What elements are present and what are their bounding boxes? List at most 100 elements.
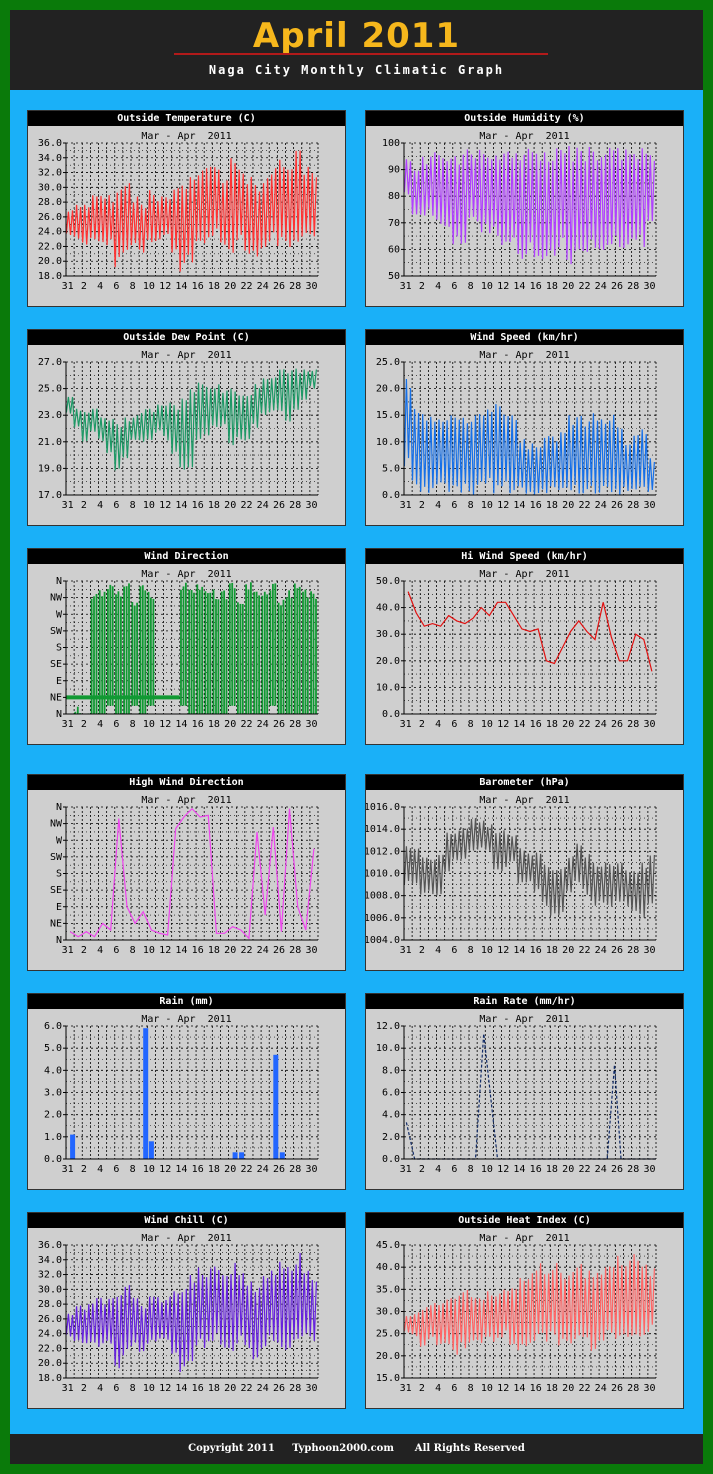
x-tick-label: 30: [305, 1383, 317, 1394]
chart-subtitle: Mar - Apr 2011: [141, 795, 232, 806]
y-tick-label: 50.0: [376, 576, 400, 587]
y-tick-label: 4.0: [44, 1065, 62, 1076]
y-tick-label: 1014.0: [366, 824, 400, 835]
x-tick-label: 2: [419, 281, 425, 292]
chart-hi-wind-speed: 0.010.020.030.040.050.031 2 4 6 8 10 12 14 16 18 2…: [376, 576, 657, 730]
y-tick-label: NW: [50, 593, 63, 604]
rain-bar: [273, 1054, 279, 1159]
x-tick-label: 6: [451, 281, 457, 292]
chart-subtitle: Mar - Apr 2011: [141, 131, 232, 142]
x-tick-label: 22: [578, 945, 590, 956]
x-tick-label: 8: [130, 500, 136, 511]
data-series-line: [65, 1252, 317, 1373]
x-tick-label: 10: [143, 945, 155, 956]
x-tick-label: 12: [159, 281, 171, 292]
y-tick-label: 4.0: [382, 1110, 400, 1121]
y-tick-label: 5.0: [382, 463, 400, 474]
x-tick-label: 10: [481, 1383, 493, 1394]
x-tick-label: 24: [257, 945, 269, 956]
x-tick-label: 28: [627, 1164, 639, 1175]
chart-panel-high-wind-direction: High Wind Direction Mar - Apr 2011 N NE E S…: [27, 774, 346, 971]
y-tick-label: 50: [388, 271, 400, 282]
chart-title: Outside Temperature (C): [28, 111, 345, 126]
y-tick-label: 5.0: [44, 1043, 62, 1054]
x-tick-label: 31: [400, 1164, 412, 1175]
x-tick-label: 2: [81, 1164, 87, 1175]
chart-rain: 0.01.02.03.04.05.06.031 2 4 6 8 10 12 14 16 18 20 2…: [44, 1021, 319, 1175]
x-tick-label: 12: [497, 945, 509, 956]
x-tick-label: 16: [530, 719, 542, 730]
x-tick-label: 28: [289, 719, 301, 730]
x-tick-label: 24: [595, 719, 607, 730]
x-tick-label: 8: [130, 1164, 136, 1175]
x-tick-label: 4: [435, 1383, 441, 1394]
y-tick-label: 100: [382, 138, 400, 149]
y-tick-label: 32.0: [38, 1270, 62, 1281]
x-tick-label: 20: [224, 719, 236, 730]
y-tick-label: NE: [50, 692, 62, 703]
x-tick-label: 22: [240, 500, 252, 511]
chart-dew-point: 17.019.021.023.025.027.031 2 4 6 8 10 12 14 16 18…: [38, 357, 319, 511]
y-tick-label: E: [56, 676, 62, 687]
x-tick-label: 18: [546, 1383, 558, 1394]
x-tick-label: 8: [468, 1383, 474, 1394]
x-tick-label: 2: [81, 945, 87, 956]
chart-title: Barometer (hPa): [366, 775, 683, 790]
x-tick-label: 18: [208, 1383, 220, 1394]
chart-panel-barometer: Barometer (hPa) Mar - Apr 2011 1004.0 100…: [365, 774, 684, 971]
y-tick-label: 10.0: [376, 1043, 400, 1054]
chart-panel-wind-chill: Wind Chill (C) Mar - Apr 2011 18.0 20.0 22…: [27, 1212, 346, 1409]
data-series-line: [403, 145, 655, 265]
x-tick-label: 10: [143, 1164, 155, 1175]
x-tick-label: 24: [595, 1383, 607, 1394]
x-tick-label: 10: [481, 500, 493, 511]
y-tick-label: 28.0: [38, 197, 62, 208]
y-tick-label: 23.0: [38, 410, 62, 421]
x-tick-label: 14: [175, 500, 187, 511]
title-underline: [174, 53, 548, 55]
x-tick-label: 26: [273, 1164, 285, 1175]
chart-panel-heat-index: Outside Heat Index (C) Mar - Apr 2011 15…: [365, 1212, 684, 1409]
x-tick-label: 12: [159, 500, 171, 511]
x-tick-label: 26: [611, 1383, 623, 1394]
y-tick-label: 25.0: [376, 357, 400, 368]
x-tick-label: 31: [62, 945, 74, 956]
x-tick-label: 2: [419, 1164, 425, 1175]
x-tick-label: 26: [611, 281, 623, 292]
y-tick-label: 30.0: [376, 1307, 400, 1318]
x-tick-label: 8: [468, 945, 474, 956]
chart-title: Outside Humidity (%): [366, 111, 683, 126]
chart-subtitle: Mar - Apr 2011: [141, 350, 232, 361]
chart-subtitle: Mar - Apr 2011: [141, 569, 232, 580]
x-tick-label: 30: [643, 500, 655, 511]
x-tick-label: 4: [435, 719, 441, 730]
x-tick-label: 6: [113, 719, 119, 730]
chart-wind-chill: 18.0 20.0 22.0 24.0 26.0 28.0 30.0 32.0 34.0 36.0…: [38, 1240, 319, 1394]
x-tick-label: 30: [305, 500, 317, 511]
x-tick-label: 2: [419, 945, 425, 956]
x-tick-label: 28: [627, 1383, 639, 1394]
chart-heat-index: 15.020.025.030.035.040.045.031 2 4 6 8 10 12 14…: [376, 1240, 657, 1394]
y-tick-label: SW: [50, 626, 63, 637]
y-tick-label: 20.0: [376, 384, 400, 395]
x-tick-label: 4: [97, 1383, 103, 1394]
page-title: April 2011: [252, 16, 461, 56]
x-tick-label: 8: [130, 945, 136, 956]
x-tick-label: 24: [257, 719, 269, 730]
x-tick-label: 26: [611, 945, 623, 956]
y-tick-label: 30.0: [38, 1284, 62, 1295]
y-tick-label: 1010.0: [366, 869, 400, 880]
x-tick-label: 20: [562, 719, 574, 730]
x-tick-label: 14: [513, 1383, 525, 1394]
x-tick-label: 20: [562, 945, 574, 956]
x-tick-label: 16: [192, 1383, 204, 1394]
x-tick-label: 4: [97, 1164, 103, 1175]
chart-temperature: 18.0 20.0 22.0 24.0 26.0 28.0 30.0 32.0 34.0 36.0…: [38, 138, 319, 292]
x-tick-label: 6: [113, 945, 119, 956]
x-tick-label: 2: [419, 500, 425, 511]
y-tick-label: SE: [50, 885, 62, 896]
rain-bar: [70, 1134, 76, 1159]
x-tick-label: 31: [400, 719, 412, 730]
x-tick-label: 14: [513, 500, 525, 511]
x-tick-label: 28: [289, 281, 301, 292]
